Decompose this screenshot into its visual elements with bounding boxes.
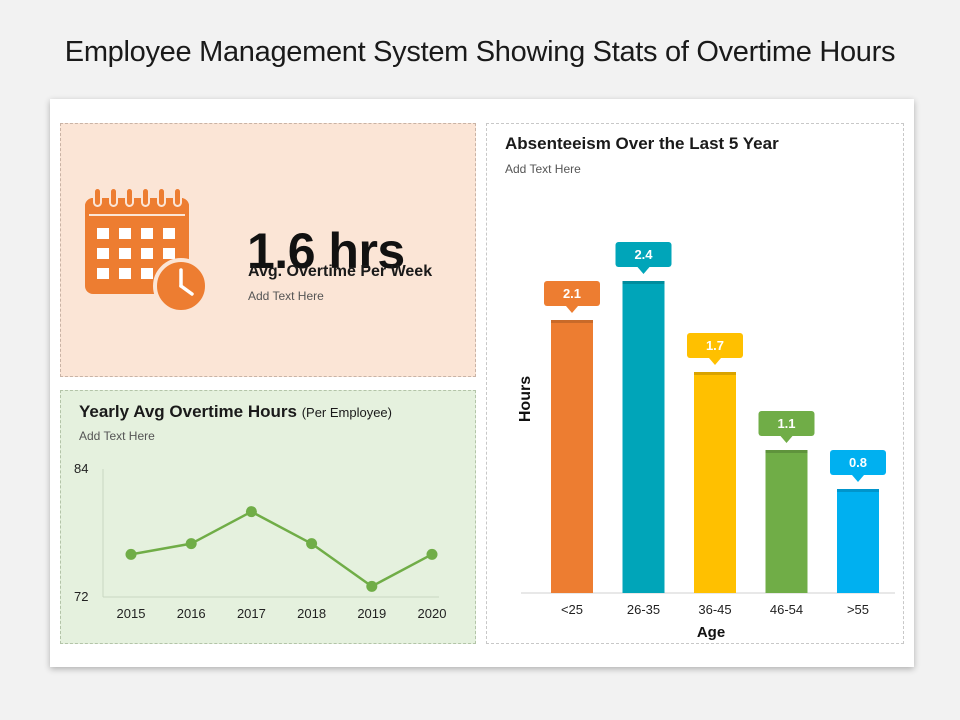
calendar-ring [173,187,182,207]
bar-panel-title: Absenteeism Over the Last 5 Year [505,134,779,153]
line-x-tick-label: 2015 [117,606,146,621]
line-y-tick-label: 84 [74,461,88,476]
calendar-cell [119,228,131,239]
yearly-overtime-line-chart: 84 72 2015 2016 2017 2018 2019 2020 [74,461,447,621]
bar [694,372,736,593]
bar-label-pointer [566,306,578,313]
bar-label-bubble [830,450,886,475]
line-x-tick-label: 2016 [177,606,206,621]
bar-label-bubble [758,411,815,436]
bar-category-label: <25 [561,602,583,617]
bar-data-label: 2.4 [634,247,653,262]
yearly-overtime-panel: Yearly Avg Overtime Hours (Per Employee)… [60,390,476,644]
bar-top-edge [765,450,808,453]
bar-category-label: >55 [847,602,869,617]
bar [837,489,879,593]
dashboard-card: 1.6 hrs Avg. Overtime Per Week Add Text … [50,99,914,667]
calendar-cell [141,228,153,239]
calendar-ring [93,187,102,207]
kpi-label: Avg. Overtime Per Week [248,263,433,280]
bar-category-label: 36-45 [698,602,731,617]
bar-data-label: 1.1 [777,416,795,431]
calendar-ring [157,187,166,207]
bar-category-label: 46-54 [770,602,803,617]
line-panel-subtext: Add Text Here [79,429,155,443]
calendar-cell [141,268,153,279]
bar-top-edge [694,372,736,375]
line-point [306,538,318,550]
page-title: Employee Management System Showing Stats… [64,36,896,68]
calendar-cell [97,248,109,259]
bar-top-edge [551,320,593,323]
line-x-tick-label: 2019 [357,606,386,621]
calendar-clock-icon [85,187,209,312]
bar-label-pointer [637,267,650,274]
bar [765,450,808,593]
absenteeism-bar-chart: 2.1 <25 2.4 26-35 1.7 36-45 1.1 46-54 0.8 >55 Age H… [517,242,895,641]
bar-category-label: 26-35 [627,602,660,617]
line-x-tick-label: 2018 [297,606,326,621]
bar-label-bubble [544,281,600,306]
bar-label-pointer [780,436,793,443]
calendar-cell [97,228,109,239]
overtime-kpi-panel: 1.6 hrs Avg. Overtime Per Week Add Text … [60,123,476,377]
line-point [245,506,257,518]
calendar-header-line [89,214,185,216]
bar-y-axis-label: Hours [517,376,534,422]
kpi-value: 1.6 hrs [247,223,405,279]
bar-data-label: 2.1 [563,286,581,301]
bar [551,320,593,593]
line-y-tick-label: 72 [74,589,88,604]
kpi-subtext: Add Text Here [248,289,324,303]
line-panel-title: Yearly Avg Overtime Hours (Per Employee) [79,402,392,422]
calendar-cell [163,228,175,239]
calendar-ring [125,187,134,207]
clock-hand-minute [179,284,194,296]
line-x-tick-label: 2017 [237,606,266,621]
line-x-tick-label: 2020 [418,606,447,621]
calendar-cell [119,268,131,279]
calendar-cell [119,248,131,259]
bar-panel-subtext: Add Text Here [505,162,581,176]
bar-label-pointer [709,358,721,365]
bar-data-label: 0.8 [849,455,867,470]
bar-data-label: 1.7 [706,338,724,353]
bar-label-bubble [615,242,672,267]
bar-label-bubble [687,333,743,358]
bar-top-edge [837,489,879,492]
line-series [130,510,433,588]
line-title-suffix: (Per Employee) [301,405,392,420]
line-point [366,580,378,592]
line-point [125,548,137,560]
bar-x-axis-label: Age [697,624,725,641]
calendar-ring [141,187,150,207]
absenteeism-panel: Absenteeism Over the Last 5 Year Add Tex… [486,123,904,644]
line-title-text: Yearly Avg Overtime Hours [79,402,297,421]
calendar-ring [109,187,118,207]
bar-label-pointer [852,475,864,482]
bar-top-edge [622,281,665,284]
line-point [185,538,197,550]
line-point [426,548,438,560]
bar [622,281,665,593]
calendar-cell [163,248,175,259]
calendar-cell [97,268,109,279]
calendar-cell [141,248,153,259]
